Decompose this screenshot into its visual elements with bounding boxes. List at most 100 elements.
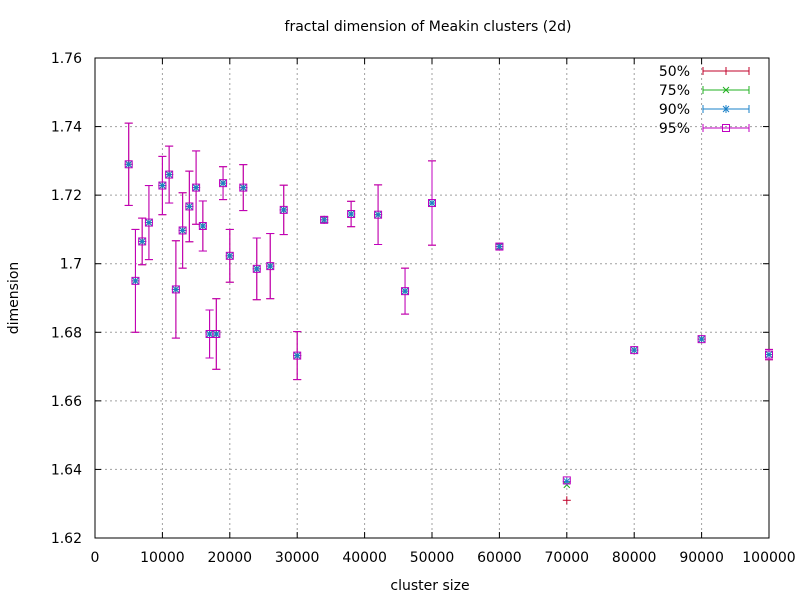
data-point xyxy=(185,170,194,243)
data-point-95 xyxy=(178,226,187,235)
data-point-90 xyxy=(198,222,207,230)
data-point xyxy=(138,217,147,266)
data-point-90 xyxy=(212,330,221,338)
data-point-95 xyxy=(765,350,773,359)
x-tick-label: 90000 xyxy=(679,550,724,566)
y-tick-label: 1.72 xyxy=(51,188,82,204)
data-point-95 xyxy=(124,160,133,169)
x-tick-label: 40000 xyxy=(342,550,387,566)
data-point xyxy=(165,145,174,204)
data-point xyxy=(765,348,773,361)
data-point-95 xyxy=(212,330,221,338)
data-point xyxy=(347,200,356,228)
data-point xyxy=(212,298,221,370)
data-point-90 xyxy=(185,202,194,211)
data-point-90 xyxy=(765,350,773,359)
data-point xyxy=(293,331,302,381)
legend-marker xyxy=(722,67,730,75)
legend-sample-95 xyxy=(702,124,750,132)
data-point xyxy=(219,166,228,201)
data-point-90 xyxy=(171,285,180,294)
legend-marker xyxy=(722,86,730,94)
data-point-95 xyxy=(165,170,174,179)
data-point-95 xyxy=(225,251,234,260)
data-point-95 xyxy=(562,476,571,485)
data-point-95 xyxy=(144,218,153,227)
data-point-50 xyxy=(562,496,571,505)
data-point-95 xyxy=(239,183,248,192)
x-tick-label: 50000 xyxy=(410,550,455,566)
data-point xyxy=(205,309,214,359)
y-tick-label: 1.7 xyxy=(60,257,82,273)
data-point xyxy=(630,346,639,355)
data-point xyxy=(697,335,706,344)
data-point xyxy=(225,228,234,283)
legend-marker xyxy=(722,124,730,132)
y-tick-label: 1.68 xyxy=(51,325,82,341)
data-point xyxy=(192,150,201,225)
data-point-95 xyxy=(266,262,275,271)
grid-lines xyxy=(95,58,769,538)
data-point-90 xyxy=(131,276,140,285)
x-tick-label: 100000 xyxy=(742,550,795,566)
data-point xyxy=(320,215,329,224)
data-point-95 xyxy=(347,210,356,218)
data-point-90 xyxy=(205,330,214,338)
data-point-90 xyxy=(225,251,234,260)
data-point-90 xyxy=(239,183,248,192)
data-point-90 xyxy=(374,210,383,219)
chart-title: fractal dimension of Meakin clusters (2d… xyxy=(285,19,572,35)
data-point-95 xyxy=(428,199,436,208)
data-point-90 xyxy=(495,242,504,251)
data-point-90 xyxy=(219,179,228,188)
data-point xyxy=(495,242,504,251)
x-tick-label: 10000 xyxy=(140,550,185,566)
y-axis-title: dimension xyxy=(6,262,22,335)
legend-label-50: 50% xyxy=(659,64,690,80)
data-point-95 xyxy=(198,222,207,230)
legend-sample-75 xyxy=(702,86,750,94)
x-tick-label: 70000 xyxy=(545,550,590,566)
data-point-90 xyxy=(144,218,153,227)
data-point-95 xyxy=(138,237,147,246)
data-point xyxy=(239,164,248,212)
x-tick-label: 30000 xyxy=(275,550,320,566)
data-point xyxy=(374,184,383,246)
legend-label-90: 90% xyxy=(659,102,690,118)
x-axis-title: cluster size xyxy=(390,578,469,594)
data-point-90 xyxy=(279,205,288,214)
data-point-95 xyxy=(252,264,261,273)
data-point xyxy=(266,233,275,300)
legend-sample-90 xyxy=(702,105,750,113)
data-point xyxy=(252,237,261,301)
data-point xyxy=(171,240,180,339)
x-tick-label: 20000 xyxy=(208,550,253,566)
x-tick-label: 60000 xyxy=(477,550,522,566)
legend-label-95: 95% xyxy=(659,121,690,137)
data-point-90 xyxy=(165,170,174,179)
data-point-95 xyxy=(131,276,140,285)
data-point-90 xyxy=(428,199,436,208)
y-tick-label: 1.74 xyxy=(51,120,82,136)
data-point-90 xyxy=(401,287,410,296)
data-point xyxy=(428,160,436,246)
data-point-95 xyxy=(320,215,329,224)
legend-sample-50 xyxy=(702,67,750,75)
data-point-90 xyxy=(124,160,133,169)
data-point xyxy=(279,184,288,236)
data-point-90 xyxy=(630,346,639,355)
y-tick-label: 1.66 xyxy=(51,394,82,410)
data-point-90 xyxy=(266,262,275,271)
x-tick-label: 0 xyxy=(91,550,100,566)
data-point xyxy=(158,155,167,216)
data-point-95 xyxy=(219,179,228,188)
data-point-90 xyxy=(697,335,706,344)
data-point-95 xyxy=(171,285,180,294)
data-point-95 xyxy=(401,287,410,296)
data-point-95 xyxy=(279,205,288,214)
data-point-95 xyxy=(293,351,302,360)
x-tick-label: 80000 xyxy=(612,550,657,566)
data-point-95 xyxy=(374,210,383,219)
